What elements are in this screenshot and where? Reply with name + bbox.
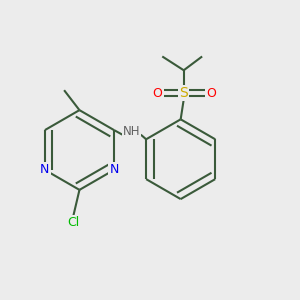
Text: O: O: [153, 87, 163, 100]
Text: N: N: [109, 164, 119, 176]
Text: NH: NH: [123, 125, 140, 138]
Text: O: O: [206, 87, 216, 100]
Text: N: N: [40, 164, 50, 176]
Text: Cl: Cl: [67, 216, 80, 229]
Text: S: S: [179, 86, 188, 100]
